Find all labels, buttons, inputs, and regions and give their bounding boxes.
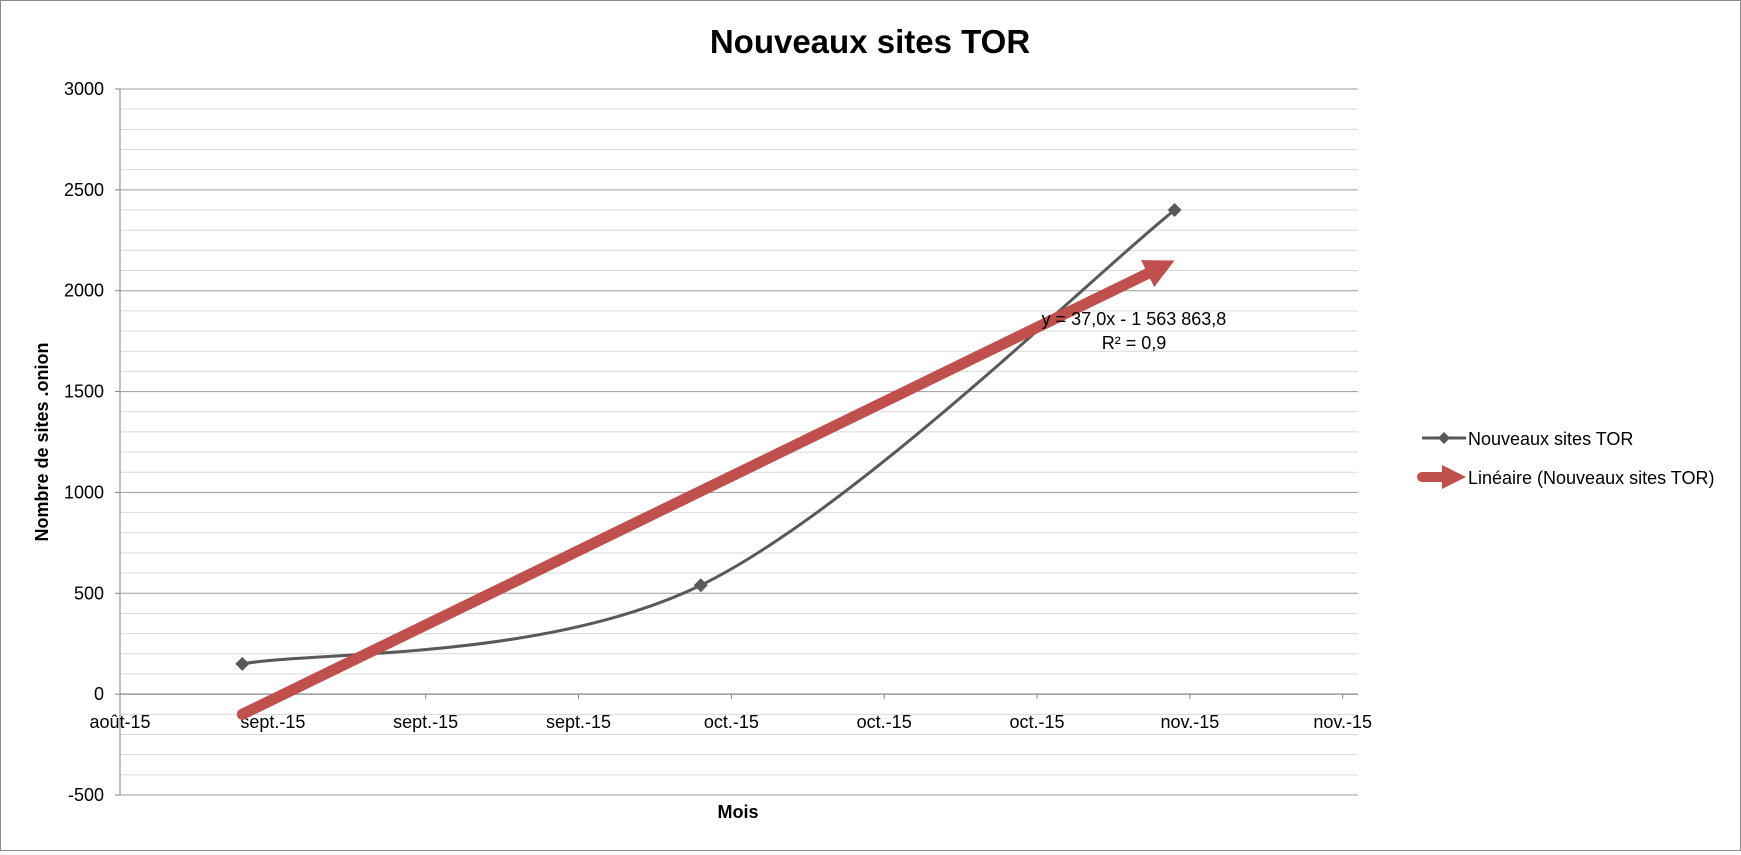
x-tick-label: oct.-15 [857, 712, 912, 732]
legend-series-label: Nouveaux sites TOR [1468, 429, 1633, 449]
y-tick-label: -500 [68, 785, 104, 805]
x-tick-label: nov.-15 [1161, 712, 1220, 732]
x-tick-label: août-15 [89, 712, 150, 732]
y-tick-label: 3000 [64, 79, 104, 99]
y-tick-label: 0 [94, 684, 104, 704]
trendline [236, 267, 1155, 720]
y-tick-label: 2000 [64, 281, 104, 301]
major-gridlines [120, 88, 1358, 796]
legend-series-marker [1438, 432, 1450, 444]
y-axis-title: Nombre de sites .onion [32, 342, 52, 541]
x-tick-label: nov.-15 [1313, 712, 1372, 732]
series-point [1167, 203, 1182, 218]
chart-title: Nouveaux sites TOR [710, 23, 1031, 60]
y-tick-label: 500 [74, 583, 104, 603]
series-layer [235, 203, 1182, 671]
x-tick-label: sept.-15 [546, 712, 611, 732]
x-tick-label: sept.-15 [393, 712, 458, 732]
legend: Nouveaux sites TOR Linéaire (Nouveaux si… [1417, 429, 1714, 489]
series-line [242, 208, 1176, 666]
trendline-equation: y = 37,0x - 1 563 863,8 [1042, 309, 1227, 329]
legend-trendline-label: Linéaire (Nouveaux sites TOR) [1468, 468, 1714, 488]
x-axis-title: Mois [717, 802, 758, 822]
series-point [235, 656, 250, 671]
series-point [693, 578, 708, 593]
y-axis-ticks: -500 0 500 1000 1500 2000 2500 3000 [64, 79, 104, 805]
x-tick-label: oct.-15 [704, 712, 759, 732]
legend-trendline-arrow [1442, 465, 1466, 489]
y-tick-label: 1000 [64, 482, 104, 502]
trendline-layer [236, 260, 1175, 720]
y-tick-label: 2500 [64, 180, 104, 200]
x-axis-ticks: août-15 sept.-15 sept.-15 sept.-15 oct.-15 oc… [89, 694, 1372, 732]
legend-item-series: Nouveaux sites TOR [1422, 429, 1633, 449]
x-tick-label: sept.-15 [240, 712, 305, 732]
y-tick-label: 1500 [64, 382, 104, 402]
trendline-arrowhead [1141, 260, 1175, 288]
legend-item-trendline: Linéaire (Nouveaux sites TOR) [1417, 465, 1714, 489]
x-tick-label: oct.-15 [1010, 712, 1065, 732]
axes [115, 88, 1358, 796]
trendline-r-squared: R² = 0,9 [1102, 333, 1167, 353]
